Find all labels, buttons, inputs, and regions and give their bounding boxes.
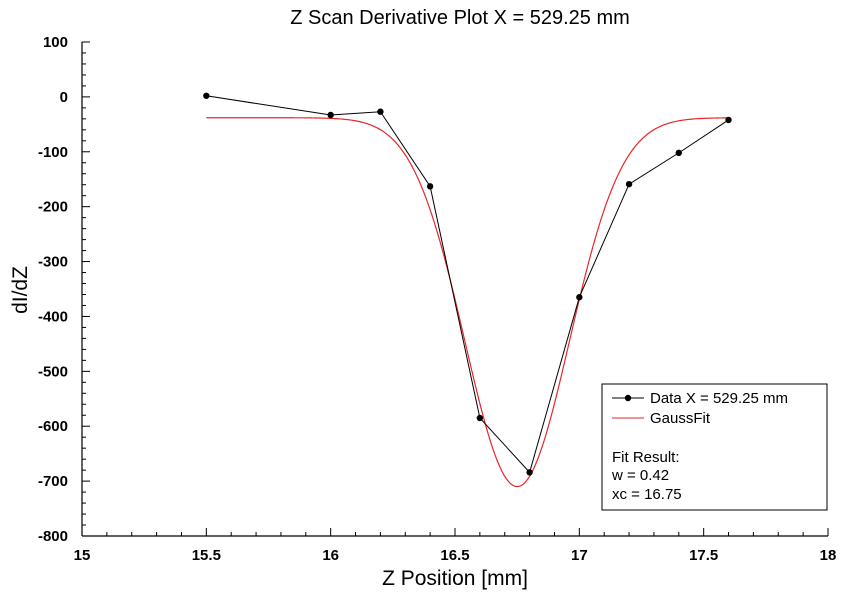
legend-data-label: Data X = 529.25 mm: [650, 390, 788, 407]
fit-result-heading: Fit Result:: [612, 449, 680, 466]
legend: Data X = 529.25 mm GaussFit Fit Result: …: [601, 383, 828, 511]
data-point: [625, 180, 633, 188]
legend-box: [601, 383, 828, 511]
y-tick-label: -400: [38, 308, 68, 325]
data-point: [526, 469, 533, 476]
data-point: [377, 108, 384, 115]
y-axis-title: dI/dZ: [9, 266, 32, 314]
fit-result-w: w = 0.42: [611, 467, 669, 484]
series-layer: [203, 92, 732, 488]
legend-data-marker-swatch: [624, 394, 632, 402]
data-point: [476, 414, 484, 422]
x-tick-label: 16.5: [440, 547, 469, 564]
fit-result-xc: xc = 16.75: [612, 486, 682, 503]
y-tick-label: -500: [38, 363, 68, 380]
x-tick-label: 15.5: [192, 547, 221, 564]
y-tick-label: 100: [43, 34, 68, 51]
y-tick-label: -200: [38, 199, 68, 216]
y-axis-ticks: [82, 41, 90, 537]
x-tick-label: 18: [820, 547, 837, 564]
x-tick-label: 17: [571, 547, 588, 564]
x-axis-ticks: [81, 528, 829, 536]
x-tick-label: 16: [322, 547, 339, 564]
y-axis-tick-labels: 100 0 -100 -200 -300 -400 -500 -600 -700 -800: [38, 34, 68, 545]
data-point: [725, 116, 732, 124]
x-tick-label: 15: [74, 547, 91, 564]
chart-title: Z Scan Derivative Plot X = 529.25 mm: [290, 7, 630, 29]
y-tick-label: -800: [38, 528, 68, 545]
data-point: [576, 294, 583, 301]
y-tick-label: -100: [38, 144, 68, 161]
x-tick-label: 17.5: [689, 547, 718, 564]
gauss-fit-line: [206, 117, 729, 488]
y-tick-label: 0: [60, 89, 68, 106]
legend-fit-label: GaussFit: [650, 410, 711, 427]
data-point: [327, 111, 334, 119]
data-point: [203, 92, 210, 99]
data-point: [675, 149, 682, 157]
x-axis-title: Z Position [mm]: [382, 567, 528, 590]
data-series-line: [206, 95, 729, 474]
y-tick-label: -300: [38, 254, 68, 271]
x-axis-tick-labels: 15 15.5 16 16.5 17 17.5 18: [74, 547, 837, 564]
y-tick-label: -700: [38, 473, 68, 490]
y-tick-label: -600: [38, 418, 68, 435]
data-point: [426, 183, 434, 190]
